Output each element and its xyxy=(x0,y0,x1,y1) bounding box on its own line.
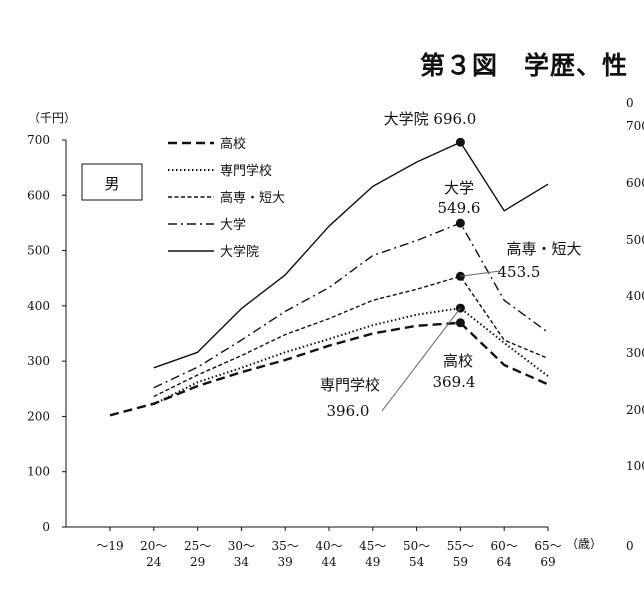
x-tick-label: 24 xyxy=(146,555,162,569)
annotation-label: 専門学校 xyxy=(320,376,380,394)
x-tick-label: 44 xyxy=(321,555,337,569)
series-line xyxy=(153,307,549,406)
axes: 0 100 200 300 400 500 600 700 （千円） ～19 20～ 24 25～ 29 3… xyxy=(27,111,602,569)
series-line xyxy=(153,141,549,369)
peak-marker xyxy=(455,318,465,328)
annotation-value: 369.4 xyxy=(433,373,476,391)
right-panel-tick: 700 xyxy=(626,119,644,133)
x-axis-label: （歳） xyxy=(566,537,602,551)
x-tick-label: 25～ xyxy=(184,539,211,553)
gender-box xyxy=(81,163,143,201)
x-tick-label: 30～ xyxy=(228,539,255,553)
y-tick-label: 200 xyxy=(27,409,50,423)
legend-label: 高校 xyxy=(220,136,246,152)
x-tick-label: 54 xyxy=(409,555,425,569)
annotation-label: 高校 xyxy=(443,352,473,370)
x-tick-label: 59 xyxy=(453,555,468,569)
y-tick-label: 100 xyxy=(27,465,50,479)
right-panel-tick: 0 xyxy=(626,539,634,553)
y-tick-label: 500 xyxy=(27,244,50,258)
y-tick-label: 400 xyxy=(27,299,50,313)
legend-label: 高専・短大 xyxy=(220,190,285,206)
x-tick-label: 40～ xyxy=(315,539,342,553)
x-tick-label: 60～ xyxy=(491,539,518,553)
x-tick-label: 50～ xyxy=(403,539,430,553)
right-panel-tick: 200 xyxy=(626,403,644,417)
annotation-label: 大学 xyxy=(444,179,474,197)
y-axis-label: （千円） xyxy=(28,111,76,125)
annotations: 大学院 696.0 大学 549.6 高専・短大 453.5 高校 369.4 専門学校 396… xyxy=(320,110,582,420)
legend-label: 大学 xyxy=(220,217,246,233)
leader-line xyxy=(381,307,461,412)
x-tick-label: 69 xyxy=(540,555,555,569)
x-tick-label: 45～ xyxy=(359,539,386,553)
y-tick-label: 0 xyxy=(42,520,50,534)
annotation-value: 453.5 xyxy=(498,263,541,281)
y-tick-label: 600 xyxy=(27,188,50,202)
series-lines xyxy=(109,137,549,417)
annotation-label: 高専・短大 xyxy=(506,240,581,258)
legend-label: 大学院 xyxy=(220,244,259,260)
leader-line xyxy=(460,270,501,277)
series-line xyxy=(153,275,549,398)
x-tick-label: 20～ xyxy=(140,539,167,553)
annotation-label: 大学院 696.0 xyxy=(384,110,477,128)
series-line xyxy=(153,222,549,389)
x-tick-label: 34 xyxy=(234,555,250,569)
right-panel-partial: 0 700 600 500 400 300 200 100 0 xyxy=(626,96,644,553)
x-tick-label: 49 xyxy=(365,555,380,569)
annotation-value: 396.0 xyxy=(327,402,370,420)
annotation-value: 549.6 xyxy=(438,199,481,217)
x-tick-label: 29 xyxy=(190,555,205,569)
right-panel-tick: 500 xyxy=(626,233,644,247)
gender-label: 男 xyxy=(104,175,119,193)
y-tick-label: 700 xyxy=(27,133,50,147)
right-panel-tick: 100 xyxy=(626,459,644,473)
x-tick-label: ～19 xyxy=(96,539,123,553)
x-tick-label: 55～ xyxy=(447,539,474,553)
legend-label: 専門学校 xyxy=(220,163,272,179)
right-panel-tick: 600 xyxy=(626,176,644,190)
x-tick-label: 35～ xyxy=(272,539,299,553)
x-tick-label: 65～ xyxy=(534,539,561,553)
right-panel-tick: 400 xyxy=(626,289,644,303)
peak-marker xyxy=(455,218,465,228)
y-tick-label: 300 xyxy=(27,354,50,368)
figure-title: 第３図 学歴、性 xyxy=(420,51,629,80)
x-tick-label: 64 xyxy=(497,555,513,569)
x-tick-label: 39 xyxy=(278,555,293,569)
series-line xyxy=(109,321,549,417)
peak-marker xyxy=(455,137,465,147)
right-panel-tick: 0 xyxy=(626,96,634,110)
right-panel-tick: 300 xyxy=(626,346,644,360)
